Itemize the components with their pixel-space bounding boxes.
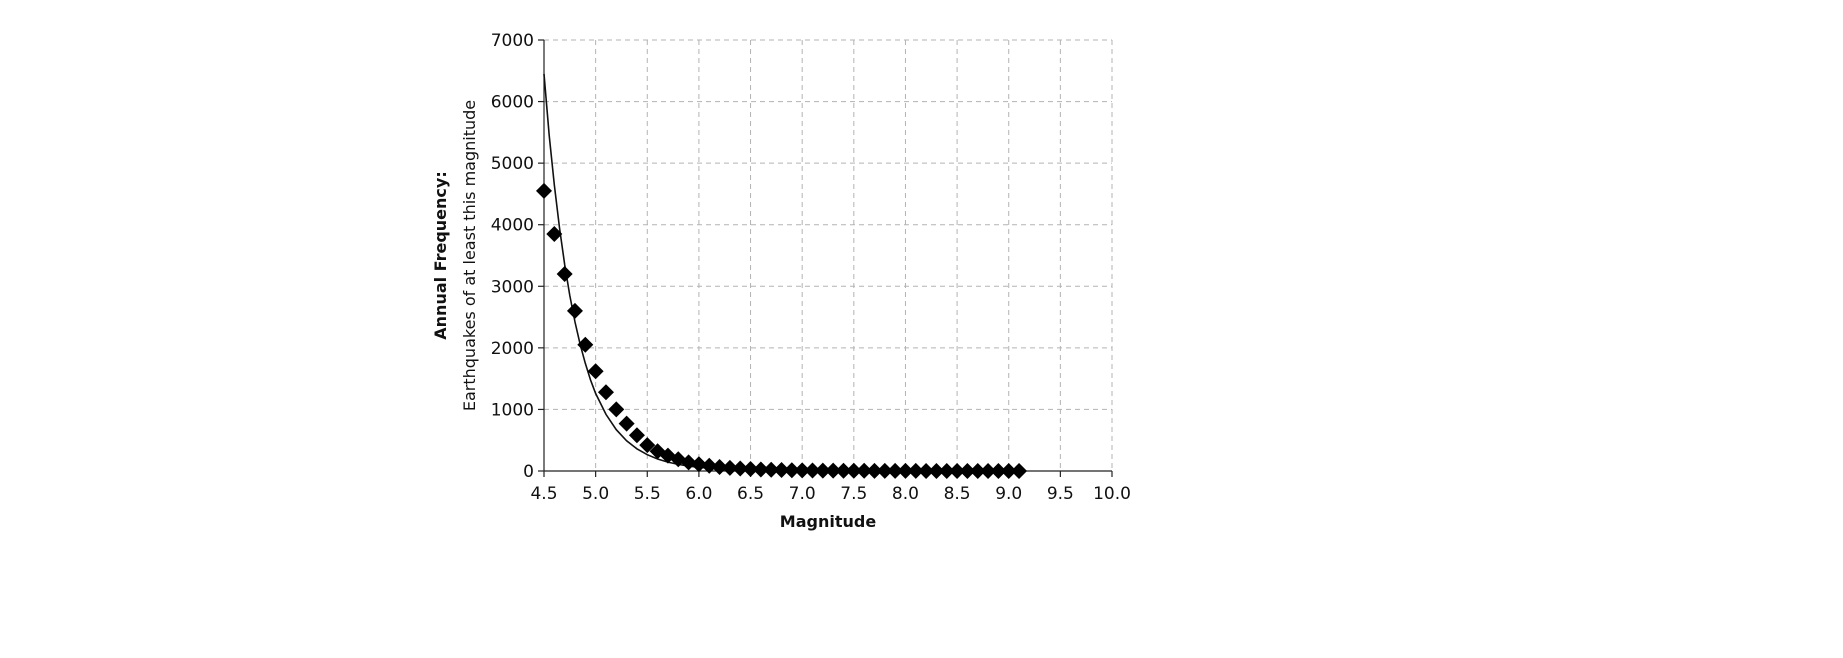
data-point-diamond <box>711 458 728 475</box>
x-tick-label: 7.0 <box>789 484 816 504</box>
data-point-diamond <box>825 462 842 479</box>
data-point-diamond <box>566 302 583 319</box>
data-point-diamond <box>835 462 852 479</box>
x-tick-label: 6.5 <box>737 484 764 504</box>
x-tick-label: 8.5 <box>944 484 971 504</box>
data-point-diamond <box>546 225 563 242</box>
data-point-diamond <box>845 462 862 479</box>
data-point-diamond <box>856 462 873 479</box>
data-point-diamond <box>721 459 738 476</box>
x-tick-label: 6.0 <box>685 484 712 504</box>
y-tick-label: 6000 <box>491 93 534 113</box>
x-tick-label: 8.0 <box>892 484 919 504</box>
data-point-diamond <box>969 462 986 479</box>
data-point-diamond <box>918 462 935 479</box>
y-axis-title: Annual Frequency: Earthquakes of at leas… <box>431 100 479 411</box>
data-point-diamond <box>556 265 573 282</box>
data-point-diamond <box>618 415 635 432</box>
data-point-diamond <box>794 462 811 479</box>
data-point-diamond <box>587 363 604 380</box>
data-point-diamond <box>732 460 749 477</box>
x-tick-label: 4.5 <box>530 484 557 504</box>
data-point-diamond <box>763 461 780 478</box>
data-point-diamond <box>577 336 594 353</box>
x-tick-label: 9.5 <box>1047 484 1074 504</box>
data-point-diamond <box>773 462 790 479</box>
x-tick-label: 9.0 <box>995 484 1022 504</box>
data-point-diamond <box>536 182 552 199</box>
x-tick-labels: 4.5 5.0 5.5 6.0 6.5 7.0 7.5 8.0 8.5 9.0 9.5 10.0 <box>530 484 1130 504</box>
data-point-diamond <box>783 462 800 479</box>
data-point-diamond <box>938 462 955 479</box>
data-point-diamond <box>907 462 924 479</box>
data-point-diamond <box>742 461 759 478</box>
data-point-diamond <box>876 462 893 479</box>
y-axis-title-line2: Earthquakes of at least this magnitude <box>460 100 479 411</box>
data-point-diamond <box>949 462 966 479</box>
x-tick-label: 10.0 <box>1093 484 1131 504</box>
data-point-diamond <box>980 462 997 479</box>
data-point-diamond <box>928 462 945 479</box>
y-tick-label: 5000 <box>491 154 534 174</box>
data-point-diamond <box>897 462 914 479</box>
y-tick-label: 1000 <box>491 400 534 420</box>
data-point-diamond <box>959 462 976 479</box>
data-point-diamond <box>866 462 883 479</box>
y-tick-label: 3000 <box>491 277 534 297</box>
data-point-diamond <box>608 401 625 418</box>
data-point-diamond <box>1000 463 1017 479</box>
y-tick-label: 0 <box>523 462 534 482</box>
data-point-diamond <box>990 463 1007 479</box>
data-point-diamond <box>804 462 821 479</box>
y-tick-labels: 0 1000 2000 3000 4000 5000 6000 7000 <box>491 31 534 482</box>
data-point-diamond <box>628 427 645 444</box>
data-point-diamond <box>690 456 707 473</box>
y-tick-label: 7000 <box>491 31 534 51</box>
data-point-diamond <box>701 457 718 474</box>
data-point-diamond <box>752 461 769 478</box>
y-tick-label: 4000 <box>491 216 534 236</box>
axes <box>538 39 1113 477</box>
y-tick-label: 2000 <box>491 339 534 359</box>
data-point-diamond <box>639 437 656 454</box>
data-point-diamond <box>680 454 697 471</box>
x-tick-label: 7.5 <box>840 484 867 504</box>
data-point-diamond <box>597 384 614 401</box>
data-point-diamond <box>887 462 904 479</box>
x-tick-label: 5.5 <box>634 484 661 504</box>
y-axis-title-line1: Annual Frequency: <box>431 171 450 339</box>
data-point-diamond <box>1011 463 1028 479</box>
data-point-diamond <box>814 462 831 479</box>
x-tick-label: 5.0 <box>582 484 609 504</box>
x-axis-title: Magnitude <box>780 512 877 531</box>
grid-lines <box>544 39 1113 471</box>
data-points <box>536 182 1028 479</box>
